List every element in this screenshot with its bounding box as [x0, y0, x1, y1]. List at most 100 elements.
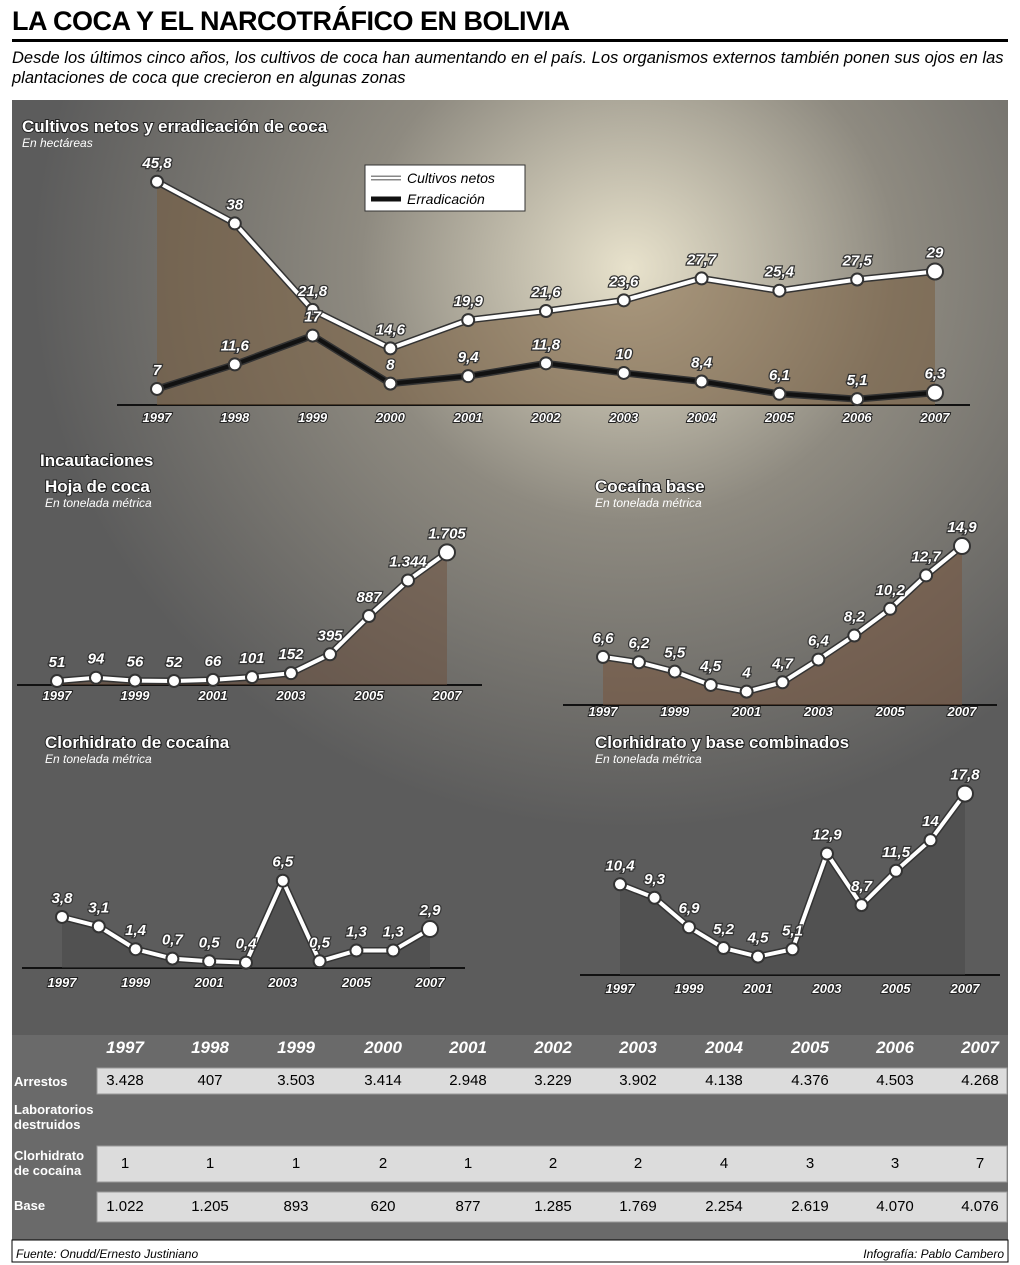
x-tick-label: 1999 — [675, 981, 705, 996]
row-band — [96, 1145, 1008, 1183]
x-tick-label: 1998 — [220, 410, 250, 425]
area — [57, 552, 447, 685]
point — [539, 356, 553, 371]
x-tick-label: 2007 — [432, 688, 463, 703]
point — [889, 863, 903, 878]
value-label: 5,2 — [713, 921, 735, 938]
column-header: 2004 — [705, 1038, 743, 1057]
point — [386, 943, 401, 958]
value-label: 152 — [278, 646, 304, 663]
chart-subtitle: En tonelada métrica — [45, 496, 152, 510]
table-cell: 1 — [120, 1155, 130, 1172]
area — [603, 546, 962, 705]
table-cell: 3.428 — [106, 1072, 144, 1089]
x-tick-label: 1999 — [121, 975, 151, 990]
value-label: 6,2 — [628, 635, 650, 652]
value-label: 4,7 — [771, 655, 794, 672]
x-tick-label: 2003 — [608, 410, 639, 425]
table-cell: 4.076 — [961, 1198, 999, 1215]
point — [647, 890, 662, 905]
column-header: 2002 — [534, 1038, 572, 1057]
x-tick-label: 2001 — [194, 975, 224, 990]
point — [682, 920, 696, 935]
column-header: 2006 — [876, 1038, 914, 1057]
point — [206, 672, 220, 687]
value-label: 1,3 — [383, 924, 405, 941]
value-label: 11,8 — [532, 336, 561, 353]
point — [820, 846, 834, 861]
chart-subtitle: En tonelada métrica — [595, 496, 702, 510]
point — [596, 649, 610, 664]
value-label: 27,7 — [686, 251, 717, 268]
x-tick-label: 2007 — [950, 981, 981, 996]
value-label: 3,8 — [52, 890, 74, 907]
table-cell: 2 — [378, 1155, 388, 1172]
column-header: 2005 — [791, 1038, 829, 1057]
value-label: 10,4 — [605, 857, 635, 874]
x-tick-label: 2001 — [743, 981, 773, 996]
point — [362, 609, 376, 624]
point — [91, 919, 106, 934]
point — [847, 628, 862, 643]
value-label: 10 — [615, 346, 632, 363]
value-label: 7 — [153, 362, 162, 379]
point — [461, 369, 476, 384]
x-tick-label: 2003 — [276, 688, 307, 703]
value-label: 52 — [166, 654, 183, 671]
x-tick-label: 2006 — [842, 410, 873, 425]
table-cell: 877 — [455, 1198, 481, 1215]
value-label: 12,9 — [812, 827, 842, 844]
point — [202, 954, 217, 969]
value-label: 8 — [386, 357, 395, 374]
x-tick-label: 2005 — [875, 704, 906, 719]
area — [62, 880, 430, 968]
value-label: 12,7 — [911, 548, 941, 565]
table-cell: 1 — [463, 1155, 473, 1172]
point — [775, 675, 790, 690]
value-label: 9,3 — [644, 871, 666, 888]
point — [883, 601, 898, 616]
value-label: 21,6 — [530, 284, 561, 301]
point — [438, 543, 456, 562]
value-label: 9,4 — [458, 349, 480, 366]
table-cell: 1.285 — [534, 1198, 572, 1215]
point — [772, 283, 787, 298]
value-label: 56 — [127, 654, 144, 671]
x-tick-label: 1997 — [43, 688, 73, 703]
chart-subtitle: En tonelada métrica — [595, 752, 702, 766]
value-label: 21,8 — [297, 283, 328, 300]
value-label: 101 — [239, 650, 264, 667]
point — [703, 677, 718, 692]
row-label: Base — [14, 1198, 46, 1213]
table-cell: 4 — [719, 1155, 729, 1172]
value-label: 8,7 — [851, 878, 873, 895]
table-cell: 893 — [283, 1198, 309, 1215]
x-tick-label: 1997 — [606, 981, 636, 996]
x-tick-label: 2005 — [881, 981, 912, 996]
value-label: 6,3 — [925, 366, 947, 383]
page-title: LA COCA Y EL NARCOTRÁFICO EN BOLIVIA — [12, 6, 1008, 42]
chart-subtitle: En tonelada métrica — [45, 752, 152, 766]
point — [128, 673, 142, 688]
table-cell: 1 — [205, 1155, 215, 1172]
table-cell: 2.948 — [449, 1072, 487, 1089]
value-label: 4 — [741, 665, 751, 682]
chart-subtitle: En hectáreas — [22, 136, 93, 150]
legend-box — [364, 164, 526, 212]
legend-label: Cultivos netos — [407, 170, 495, 186]
table-cell: 3 — [805, 1155, 815, 1172]
chart-title: Clorhidrato y base combinados — [595, 733, 849, 752]
table-cell: 4.376 — [791, 1072, 829, 1089]
footer-panel — [11, 1239, 1009, 1263]
point — [539, 304, 553, 318]
point — [165, 951, 180, 966]
value-label: 5,5 — [664, 645, 686, 662]
value-label: 11,5 — [882, 844, 911, 861]
x-tick-label: 2005 — [764, 410, 795, 425]
column-header: 1999 — [277, 1038, 315, 1057]
value-label: 6,4 — [808, 633, 830, 650]
point — [167, 673, 181, 688]
x-tick-label: 2005 — [341, 975, 372, 990]
x-tick-label: 2003 — [267, 975, 298, 990]
